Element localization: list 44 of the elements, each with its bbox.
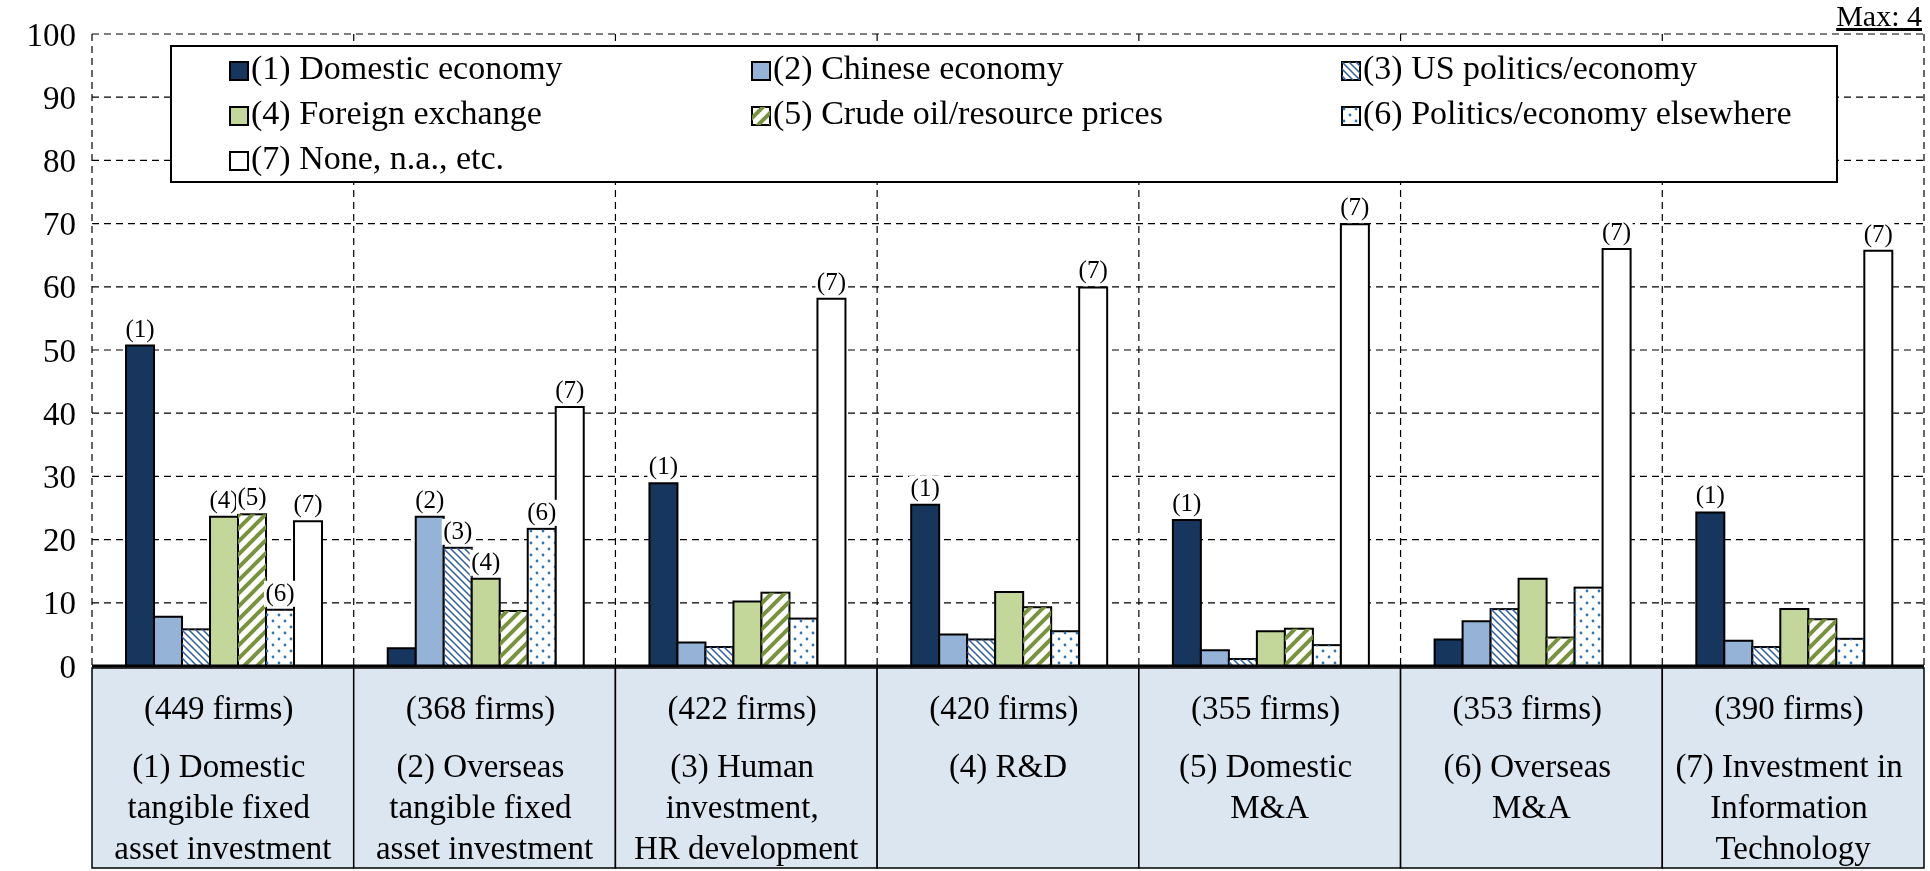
y-tick-label: 80 [43,142,76,179]
annotation: (1) [1695,481,1725,510]
legend-label: (6) Politics/economy elsewhere [1363,94,1792,132]
annotation: (7) [293,490,323,519]
y-tick-label: 100 [26,16,76,53]
legend-label: (2) Chinese economy [773,49,1064,87]
legend-label: (7) None, n.a., etc. [251,139,505,177]
text: Max: 4 [1836,0,1922,32]
annotation: (7) [1602,217,1632,246]
x-tick-label: (390 firms) (7) Investment in Information Technology [1675,690,1911,866]
annotation: (1) [125,314,155,343]
annotation: (7) [816,267,847,296]
y-tick-label: 30 [43,458,76,495]
x-tick-label: (422 firms) (3) Human investment, HR development [634,690,859,866]
x-tick-label: (420 firms) (4) R&D [929,690,1087,785]
annotation: (3) [443,516,473,545]
annotation: (4) [471,547,501,576]
y-tick-label: 0 [59,648,76,685]
y-tick-label: 60 [43,269,76,306]
x-tick-label: (355 firms) (5) Domestic M&A [1178,690,1361,825]
y-tick-label: 90 [43,79,76,116]
legend-label: (3) US politics/economy [1363,49,1698,87]
annotation: (1) [648,452,679,481]
annotation: (1) [1172,489,1202,518]
legend-label: (1) Domestic economy [251,49,563,87]
annotation: (2) [415,485,445,514]
annotation: (7) [1078,256,1108,285]
y-tick-label: 70 [43,206,76,243]
y-tick-label: 20 [43,522,76,559]
annotation: (7) [1863,219,1893,248]
annotation: (6) [265,578,295,607]
x-tick-label: (368 firms) (2) Overseas tangible fixed asset investment [375,690,594,866]
y-tick-label: 50 [43,332,76,369]
x-tick-label: (353 firms) (6) Overseas M&A [1443,690,1620,825]
legend-label: (5) Crude oil/resource prices [773,94,1163,132]
legend-label: (4) Foreign exchange [251,94,542,132]
annotation: (7) [555,375,585,404]
annotation: (1) [910,473,940,502]
annotation: (5) [237,483,267,512]
annotation: (7) [1340,193,1370,222]
x-tick-label: (449 firms) (1) Domestic tangible fixed asset investment [114,690,332,866]
y-tick-label: 10 [43,585,76,622]
y-tick-label: 40 [43,395,76,432]
annotation: (6) [527,497,557,526]
